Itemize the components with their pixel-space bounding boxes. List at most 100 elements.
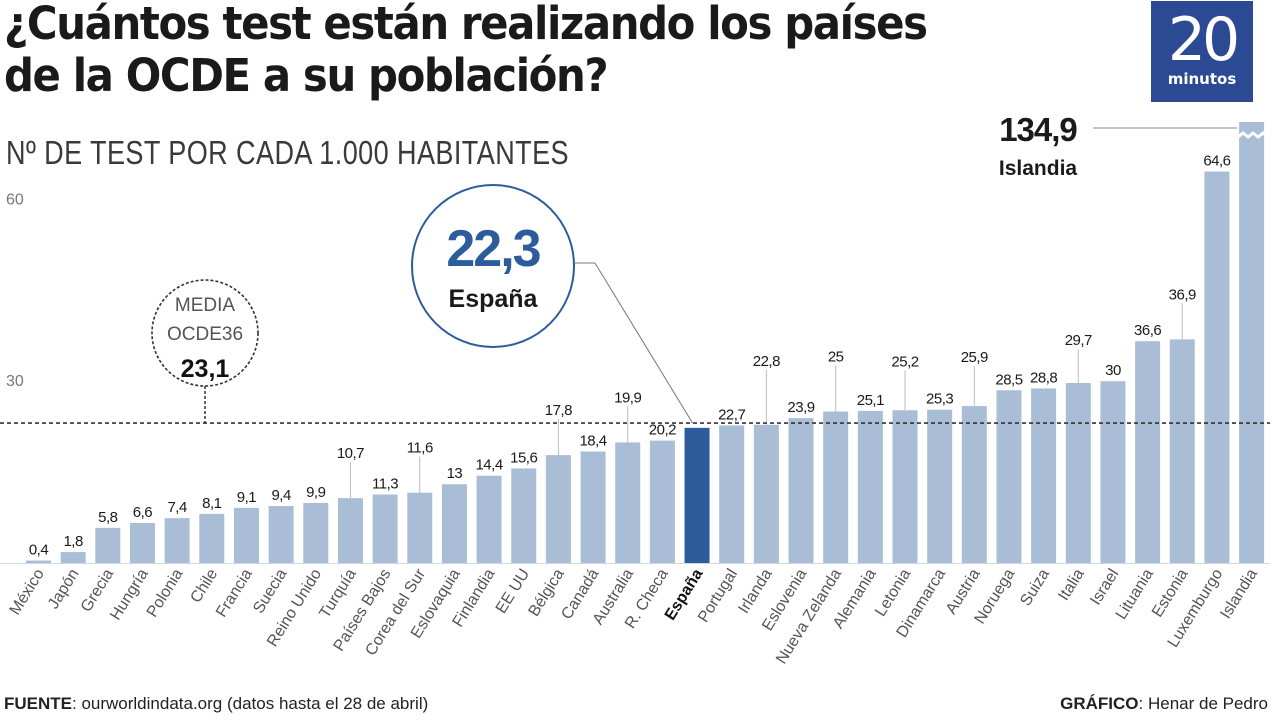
oecd-average-label-2: OCDE36	[167, 324, 243, 345]
value-label: 5,8	[98, 509, 118, 526]
value-label: 15,6	[510, 449, 537, 466]
value-label: 17,8	[545, 402, 572, 419]
value-label: 10,7	[337, 445, 364, 462]
y-tick-label: 60	[6, 191, 24, 208]
oecd-average-value: 23,1	[181, 355, 230, 383]
value-label: 29,7	[1065, 332, 1092, 349]
spain-callout-name: España	[449, 285, 539, 313]
bar-australia	[615, 442, 641, 563]
bar-grecia	[95, 527, 121, 563]
value-label: 25,2	[891, 353, 918, 370]
source-note: FUENTE: ourworldindata.org (datos hasta …	[4, 694, 428, 714]
value-label: 36,9	[1169, 286, 1196, 303]
value-label: 13	[447, 465, 463, 482]
bar-israel	[1100, 381, 1126, 563]
x-tick-label: Suiza	[1017, 566, 1053, 609]
spain-callout-value: 22,3	[446, 220, 540, 278]
bar-letonia	[892, 410, 918, 563]
credit-label: GRÁFICO	[1060, 694, 1139, 713]
value-label: 25,3	[926, 391, 953, 408]
value-label: 8,1	[202, 495, 222, 512]
value-label: 18,4	[579, 432, 606, 449]
spain-callout-leader-2	[594, 262, 693, 424]
logo-word: minutos	[1167, 70, 1237, 88]
bar-nueva-zelanda	[823, 411, 849, 563]
value-label: 22,7	[718, 406, 745, 423]
bar-estonia	[1169, 339, 1195, 563]
bar-r-checa	[649, 440, 675, 563]
iceland-callout-value: 134,9	[999, 111, 1077, 148]
bar-finlandia	[476, 475, 502, 563]
bar-noruega	[996, 390, 1022, 563]
value-label: 9,1	[237, 489, 257, 506]
bar-corea-del-sur	[407, 492, 433, 563]
oecd-average-callout	[151, 279, 259, 387]
bar-b-lgica	[545, 455, 571, 563]
bar-canad-	[580, 451, 606, 563]
20minutos-logo: 20 minutos	[1151, 1, 1253, 102]
bar-luxemburgo	[1204, 171, 1230, 564]
bar-francia	[233, 507, 259, 563]
credit-note: GRÁFICO: Henar de Pedro	[1060, 694, 1268, 714]
bar-italia	[1065, 383, 1091, 563]
bar-eslovaquia	[441, 484, 467, 563]
iceland-callout-name: Islandia	[999, 157, 1078, 180]
value-label: 28,8	[1030, 369, 1057, 386]
value-label: 23,9	[787, 399, 814, 416]
x-tick-label: Chile	[187, 566, 221, 606]
bar-lituania	[1135, 341, 1161, 563]
value-label: 25,1	[857, 392, 884, 409]
bar-ee-uu	[511, 468, 537, 563]
bar-jap-n	[60, 552, 86, 563]
bar-alemania	[857, 410, 883, 563]
bar-dinamarca	[927, 409, 953, 563]
chart-subtitle: Nº DE TEST POR CADA 1.000 HABITANTES	[6, 134, 570, 171]
bar-portugal	[719, 425, 745, 563]
value-label: 36,6	[1134, 322, 1161, 339]
x-tick-label: México	[7, 566, 48, 618]
value-label: 11,6	[407, 440, 433, 457]
bar-break-mark	[1237, 130, 1268, 139]
bar-chile	[199, 513, 225, 563]
value-label: 25,9	[961, 349, 988, 366]
source-label: FUENTE	[4, 694, 72, 713]
bar-suiza	[1031, 388, 1057, 563]
value-label: 19,9	[614, 389, 641, 406]
value-label: 6,6	[133, 504, 153, 521]
credit-text: : Henar de Pedro	[1138, 694, 1268, 713]
bar-espa-a	[684, 427, 710, 563]
value-label: 22,8	[753, 353, 780, 370]
bar-m-xico	[26, 560, 51, 563]
bar-irlanda	[753, 424, 779, 563]
bar-reino-unido	[303, 503, 329, 563]
value-label: 7,4	[167, 499, 187, 516]
bar-islandia	[1239, 122, 1265, 563]
value-label: 0,4	[29, 542, 49, 559]
value-label: 25	[828, 349, 844, 366]
x-tick-label: Israel	[1087, 566, 1122, 608]
value-label: 20,2	[649, 422, 676, 439]
bar-hungr-a	[129, 523, 155, 563]
bar-polonia	[164, 518, 190, 563]
value-label: 9,9	[306, 484, 326, 501]
title-line-1: ¿Cuántos test están realizando los paíse…	[4, 0, 928, 50]
x-tick-label: Japón	[45, 566, 83, 612]
value-label: 28,5	[995, 371, 1022, 388]
title-line-2: de la OCDE a su población?	[4, 49, 609, 102]
value-label: 30	[1105, 362, 1121, 379]
spain-callout-circle	[411, 184, 575, 348]
bar-turqu-a	[337, 498, 363, 563]
value-label: 11,3	[372, 476, 398, 493]
x-tick-label: Italia	[1055, 566, 1087, 604]
value-label: 64,6	[1203, 153, 1230, 170]
source-text: : ourworldindata.org (datos hasta el 28 …	[72, 694, 429, 713]
bar-eslovenia	[788, 418, 814, 563]
y-tick-label: 30	[6, 373, 24, 390]
bar-pa-ses-bajos	[372, 494, 398, 563]
bar-suecia	[268, 506, 294, 563]
oecd-average-label-1: MEDIA	[175, 295, 236, 316]
value-label: 9,4	[271, 487, 291, 504]
value-label: 14,4	[475, 457, 502, 474]
logo-number: 20	[1167, 5, 1240, 75]
